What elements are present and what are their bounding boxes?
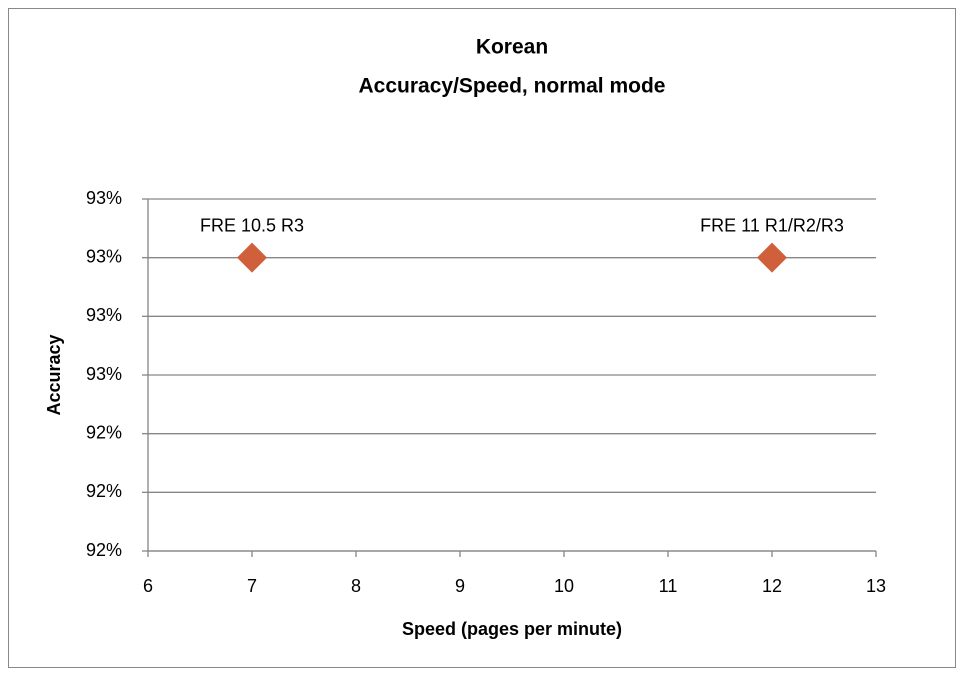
y-tick-label: 92% (86, 422, 122, 442)
y-tick-label: 93% (86, 364, 122, 384)
x-tick-label: 9 (455, 576, 465, 596)
chart-subtitle: Accuracy/Speed, normal mode (359, 75, 666, 98)
y-axis-label: Accuracy (44, 334, 64, 415)
x-tick-label: 13 (866, 576, 886, 596)
point (237, 242, 267, 273)
y-tick-label: 93% (86, 188, 122, 208)
y-tick-label: 92% (86, 481, 122, 501)
chart-title: Korean (476, 36, 548, 59)
y-tick-label: 92% (86, 540, 122, 560)
x-tick-label: 12 (762, 576, 782, 596)
x-tick-label: 10 (554, 576, 574, 596)
data-label: FRE 11 R1/R2/R3 (700, 215, 844, 235)
data-label: FRE 10.5 R3 (200, 215, 304, 235)
y-tick-label: 93% (86, 246, 122, 266)
y-tick-label: 93% (86, 305, 122, 325)
chart-border (8, 8, 956, 668)
x-axis-label: Speed (pages per minute) (402, 619, 622, 639)
point (757, 242, 787, 273)
x-tick-label: 7 (247, 576, 257, 596)
x-tick-label: 6 (143, 576, 153, 596)
x-tick-label: 11 (659, 576, 678, 596)
x-tick-label: 8 (351, 576, 361, 596)
